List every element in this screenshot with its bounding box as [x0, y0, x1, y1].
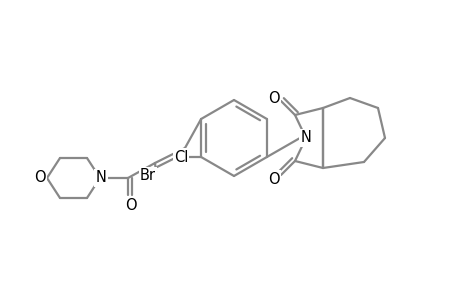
Text: O: O	[268, 91, 279, 106]
Text: N: N	[300, 130, 311, 146]
Text: Cl: Cl	[174, 149, 188, 164]
Text: O: O	[34, 170, 46, 185]
Text: N: N	[95, 170, 106, 185]
Text: O: O	[125, 197, 136, 212]
Text: Br: Br	[140, 169, 156, 184]
Text: O: O	[268, 172, 279, 187]
